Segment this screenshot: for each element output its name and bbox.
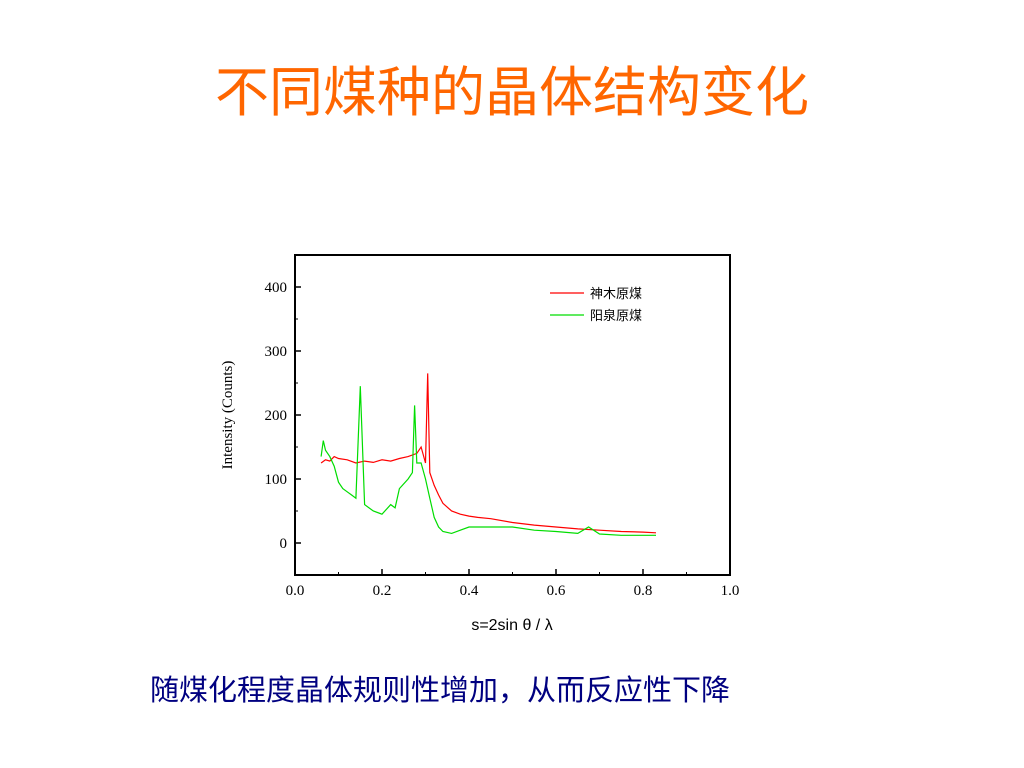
y-tick-label: 200 bbox=[265, 408, 288, 424]
series-line-2 bbox=[320, 386, 656, 536]
y-tick-label: 300 bbox=[265, 344, 288, 360]
series-group bbox=[320, 373, 657, 536]
x-axis-label: s=2sin θ / λ bbox=[471, 617, 552, 634]
series-line-1 bbox=[320, 373, 657, 534]
x-tick-label: 0.0 bbox=[286, 583, 305, 599]
y-tick-label: 400 bbox=[265, 280, 288, 296]
xrd-chart: 0.0 0.2 0.4 0.6 0.8 1.0 0 100 200 300 400 Intensit… bbox=[200, 240, 780, 640]
x-tick-label: 0.6 bbox=[547, 583, 566, 599]
legend-label-2: 阳泉原煤 bbox=[590, 308, 642, 324]
xrd-chart-svg: 0.0 0.2 0.4 0.6 0.8 1.0 0 100 200 300 400 Intensit… bbox=[220, 254, 740, 634]
x-tick-label: 0.4 bbox=[460, 583, 479, 599]
slide-title: 不同煤种的晶体结构变化 bbox=[215, 61, 809, 124]
x-tick-label: 1.0 bbox=[721, 583, 740, 599]
slide-caption: 随煤化程度晶体规则性增加，从而反应性下降 bbox=[150, 673, 731, 707]
legend-label-1: 神木原煤 bbox=[590, 287, 642, 302]
y-tick-label: 0 bbox=[280, 536, 288, 552]
x-tick-label: 0.8 bbox=[634, 583, 653, 599]
axis-group: 0.0 0.2 0.4 0.6 0.8 1.0 0 100 200 300 400 bbox=[265, 254, 740, 599]
x-tick-label: 0.2 bbox=[373, 583, 392, 599]
y-tick-label: 100 bbox=[265, 472, 288, 488]
y-axis-label: Intensity (Counts) bbox=[220, 361, 236, 470]
